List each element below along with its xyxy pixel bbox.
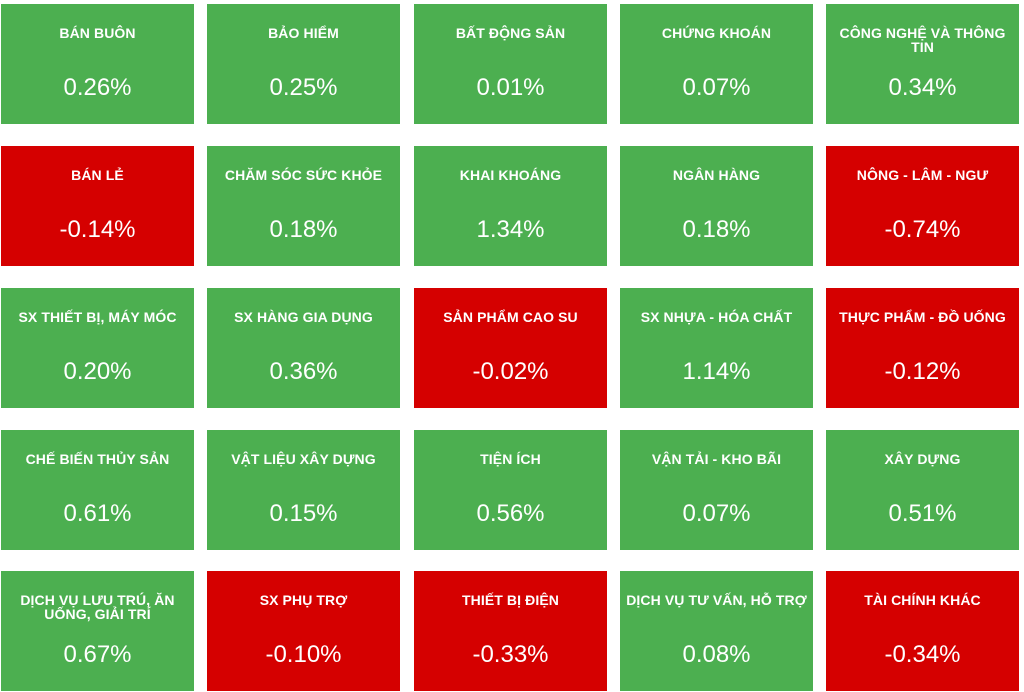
sector-change: 0.36%	[269, 358, 338, 385]
sector-name: VẬT LIỆU XÂY DỰNG	[231, 451, 376, 467]
sector-tile[interactable]: KHAI KHOÁNG 1.34%	[414, 146, 607, 266]
sector-change: -0.74%	[884, 216, 961, 243]
sector-name: BẢO HIỂM	[268, 25, 339, 41]
sector-change: -0.33%	[472, 641, 549, 668]
sector-change: 0.08%	[682, 641, 751, 668]
sector-name: CHỨNG KHOÁN	[661, 25, 772, 41]
sector-change: 0.56%	[476, 500, 545, 527]
sector-tile[interactable]: BẢO HIỂM 0.25%	[207, 4, 400, 124]
sector-tile[interactable]: BÁN LẺ -0.14%	[1, 146, 194, 266]
sector-tile[interactable]: CHẾ BIẾN THỦY SẢN 0.61%	[1, 430, 194, 550]
sector-tile[interactable]: NGÂN HÀNG 0.18%	[620, 146, 813, 266]
sector-tile[interactable]: SX HÀNG GIA DỤNG 0.36%	[207, 288, 400, 408]
sector-change: 0.25%	[269, 74, 338, 101]
sector-change: 0.67%	[63, 641, 132, 668]
sector-change: 0.34%	[888, 74, 957, 101]
sector-change: 0.51%	[888, 500, 957, 527]
sector-change: 0.18%	[682, 216, 751, 243]
sector-name: SẢN PHẨM CAO SU	[443, 309, 578, 325]
sector-tile[interactable]: DỊCH VỤ TƯ VẤN, HỖ TRỢ 0.08%	[620, 571, 813, 691]
sector-change: 0.18%	[269, 216, 338, 243]
sector-tile[interactable]: THỰC PHẨM - ĐỒ UỐNG -0.12%	[826, 288, 1019, 408]
sector-name: NÔNG - LÂM - NGƯ	[856, 167, 989, 183]
sector-tile[interactable]: CHỨNG KHOÁN 0.07%	[620, 4, 813, 124]
sector-tile[interactable]: NÔNG - LÂM - NGƯ -0.74%	[826, 146, 1019, 266]
sector-name: CHẾ BIẾN THỦY SẢN	[25, 451, 170, 467]
sector-change: -0.34%	[884, 641, 961, 668]
sector-change: 0.07%	[682, 500, 751, 527]
sector-name: THỰC PHẨM - ĐỒ UỐNG	[839, 309, 1006, 325]
sector-name: DỊCH VỤ TƯ VẤN, HỖ TRỢ	[626, 592, 807, 608]
sector-tile[interactable]: DỊCH VỤ LƯU TRÚ, ĂN UỐNG, GIẢI TRÍ 0.67%	[1, 571, 194, 691]
sector-tile[interactable]: SX NHỰA - HÓA CHẤT 1.14%	[620, 288, 813, 408]
sector-name: SX THIẾT BỊ, MÁY MÓC	[18, 309, 177, 325]
sector-name: SX NHỰA - HÓA CHẤT	[640, 309, 793, 325]
sector-name: BẤT ĐỘNG SẢN	[455, 25, 566, 41]
sector-tile[interactable]: CHĂM SÓC SỨC KHỎE 0.18%	[207, 146, 400, 266]
sector-name: XÂY DỰNG	[884, 451, 961, 467]
sector-name: THIẾT BỊ ĐIỆN	[462, 592, 559, 608]
sector-change: 0.07%	[682, 74, 751, 101]
sector-change: -0.14%	[59, 216, 136, 243]
sector-name: CHĂM SÓC SỨC KHỎE	[224, 167, 383, 183]
sector-tile[interactable]: SẢN PHẨM CAO SU -0.02%	[414, 288, 607, 408]
sector-change: 0.15%	[269, 500, 338, 527]
sector-change: 0.61%	[63, 500, 132, 527]
sector-change: 1.14%	[682, 358, 751, 385]
sector-tile[interactable]: SX PHỤ TRỢ -0.10%	[207, 571, 400, 691]
sector-tile[interactable]: VẬN TẢI - KHO BÃI 0.07%	[620, 430, 813, 550]
sector-tile[interactable]: TIỆN ÍCH 0.56%	[414, 430, 607, 550]
sector-tile[interactable]: XÂY DỰNG 0.51%	[826, 430, 1019, 550]
sector-tile[interactable]: SX THIẾT BỊ, MÁY MÓC 0.20%	[1, 288, 194, 408]
sector-name: BÁN BUÔN	[59, 25, 136, 41]
sector-name: CÔNG NGHỆ VÀ THÔNG TIN	[839, 25, 1006, 55]
sector-tile[interactable]: BÁN BUÔN 0.26%	[1, 4, 194, 124]
sector-change: -0.12%	[884, 358, 961, 385]
sector-tile[interactable]: THIẾT BỊ ĐIỆN -0.33%	[414, 571, 607, 691]
sector-tile[interactable]: VẬT LIỆU XÂY DỰNG 0.15%	[207, 430, 400, 550]
sector-name: TÀI CHÍNH KHÁC	[864, 592, 981, 608]
sector-tile[interactable]: TÀI CHÍNH KHÁC -0.34%	[826, 571, 1019, 691]
sector-name: SX PHỤ TRỢ	[259, 592, 348, 608]
sector-change: -0.10%	[265, 641, 342, 668]
sector-change: 0.26%	[63, 74, 132, 101]
sector-change: 1.34%	[476, 216, 545, 243]
sector-change: 0.20%	[63, 358, 132, 385]
sector-name: DỊCH VỤ LƯU TRÚ, ĂN UỐNG, GIẢI TRÍ	[20, 592, 175, 622]
sector-name: SX HÀNG GIA DỤNG	[234, 309, 373, 325]
sector-name: KHAI KHOÁNG	[459, 167, 562, 183]
sector-name: TIỆN ÍCH	[480, 451, 541, 467]
sector-change: -0.02%	[472, 358, 549, 385]
sector-tile[interactable]: CÔNG NGHỆ VÀ THÔNG TIN 0.34%	[826, 4, 1019, 124]
sector-tile[interactable]: BẤT ĐỘNG SẢN 0.01%	[414, 4, 607, 124]
sector-name: VẬN TẢI - KHO BÃI	[651, 451, 782, 467]
sector-name: NGÂN HÀNG	[672, 167, 761, 183]
sector-change: 0.01%	[476, 74, 545, 101]
sector-name: BÁN LẺ	[71, 167, 124, 183]
